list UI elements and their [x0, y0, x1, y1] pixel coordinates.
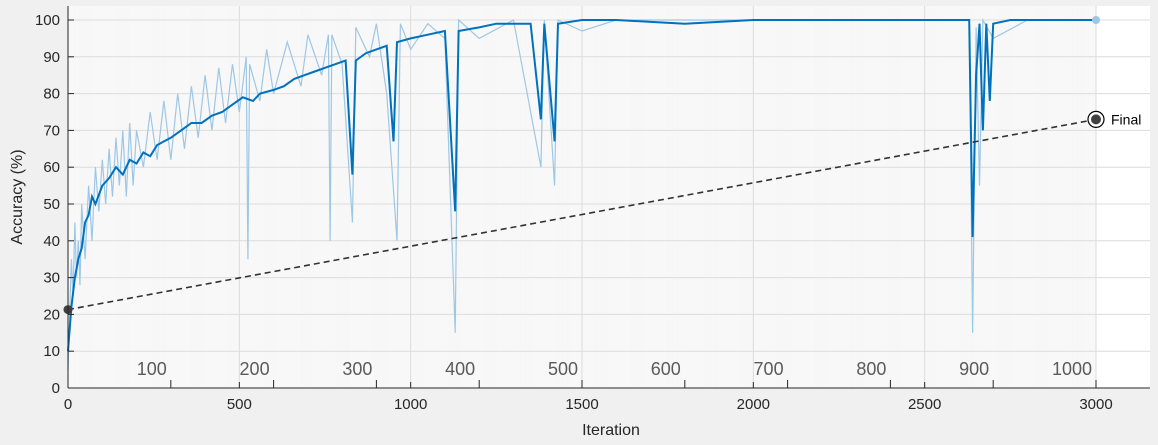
x-tick-label: 1500	[565, 396, 598, 413]
x-axis-title: Iteration	[582, 422, 640, 439]
smoothed-accuracy-line	[67, 19, 1096, 352]
x-tick-label: 3000	[1079, 396, 1112, 413]
epoch-tick-label: 600	[651, 359, 681, 379]
x-tick-label: 2000	[737, 396, 770, 413]
y-tick-labels: 0 10 20 30 40 50 60 70 80 90 100	[35, 12, 60, 397]
y-tick-label: 0	[52, 380, 60, 397]
y-tick-label: 100	[35, 12, 60, 29]
epoch-tick-label: 300	[342, 359, 372, 379]
epoch-tick-labels: 100 200 300 400 500 600 700 800 900 1000	[137, 359, 1092, 379]
epoch-tick-label: 900	[959, 359, 989, 379]
y-tick-label: 90	[43, 49, 60, 66]
x-tick-label: 1000	[394, 396, 427, 413]
raw-accuracy-line	[67, 17, 1096, 370]
minor-grid	[67, 6, 1097, 388]
axes	[67, 6, 1150, 389]
end-marker	[1092, 16, 1100, 24]
y-axis-title: Accuracy (%)	[9, 149, 26, 244]
y-tick-label: 70	[43, 122, 60, 139]
y-tick-label: 80	[43, 86, 60, 103]
epoch-tick-label: 700	[754, 359, 784, 379]
x-tick-label: 500	[227, 396, 252, 413]
y-tick-label: 40	[43, 233, 60, 250]
epoch-tick-label: 800	[856, 359, 886, 379]
final-marker	[1091, 114, 1101, 125]
final-annotation-label: Final	[1111, 111, 1141, 127]
epoch-tick-label: 200	[240, 359, 270, 379]
final-trend-line	[67, 118, 1097, 311]
y-tick-label: 30	[43, 270, 60, 287]
epoch-tick-label: 1000	[1052, 359, 1092, 379]
y-tick-label: 60	[43, 159, 60, 176]
y-tick-label: 50	[43, 196, 60, 213]
y-tick-label: 10	[43, 343, 60, 360]
x-tick-labels: 0 500 1000 1500 2000 2500 3000	[64, 396, 1113, 413]
y-tick-label: 20	[43, 306, 60, 323]
x-tick-label: 2500	[908, 396, 941, 413]
epoch-tick-label: 500	[548, 359, 578, 379]
x-tick-label: 0	[64, 396, 72, 413]
final-trend-series	[67, 118, 1097, 311]
smoothed-accuracy-series	[67, 19, 1096, 352]
raw-accuracy-series	[67, 17, 1096, 370]
epoch-tick-label: 100	[137, 359, 167, 379]
epoch-tick-label: 400	[445, 359, 475, 379]
markers	[63, 16, 1105, 315]
